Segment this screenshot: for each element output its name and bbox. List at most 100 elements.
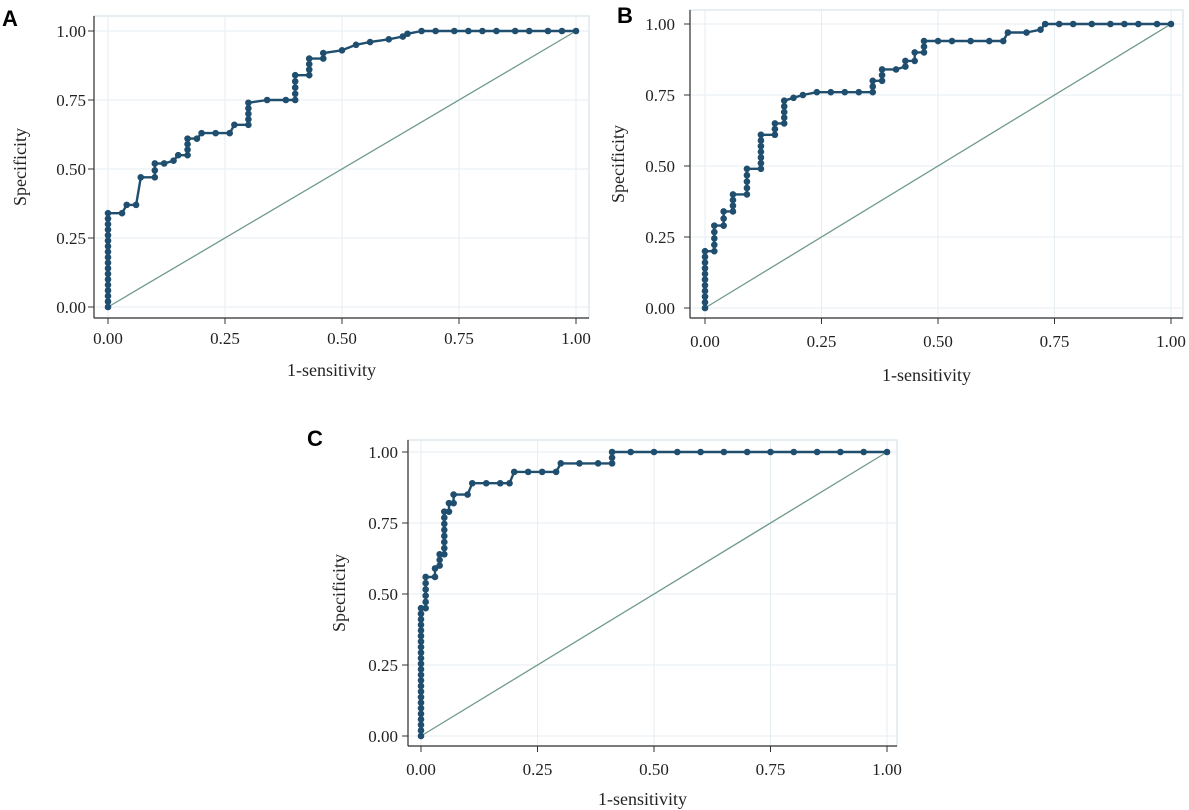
- roc-point-b: [701, 281, 709, 289]
- roc-point-a: [104, 226, 112, 234]
- roc-point-a: [193, 135, 201, 142]
- reference-line-a: [107, 30, 577, 308]
- roc-point-c: [441, 538, 448, 546]
- y-tick-label-a: 0.75: [56, 91, 86, 110]
- y-tick-label-c: 0.75: [368, 514, 398, 533]
- roc-point-a: [104, 270, 112, 278]
- roc-point-c: [417, 716, 425, 723]
- roc-point-b: [1023, 29, 1030, 36]
- roc-point-c: [468, 479, 476, 487]
- y-tick-label-b: 0.00: [645, 299, 675, 318]
- roc-point-b: [878, 71, 886, 79]
- roc-point-a: [525, 27, 533, 35]
- roc-point-b: [757, 142, 765, 150]
- roc-point-a: [104, 303, 112, 311]
- panel-letter-b: B: [617, 3, 633, 28]
- roc-point-c: [743, 448, 751, 456]
- roc-point-b: [855, 88, 863, 96]
- roc-point-c: [524, 468, 532, 476]
- roc-point-b: [711, 222, 718, 229]
- roc-point-b: [701, 293, 709, 300]
- roc-point-b: [701, 270, 709, 278]
- roc-point-c: [450, 499, 457, 507]
- roc-point-b: [743, 184, 751, 192]
- roc-point-a: [465, 27, 472, 35]
- roc-point-a: [104, 254, 112, 261]
- roc-point-a: [151, 173, 159, 181]
- roc-point-a: [511, 27, 519, 35]
- roc-point-a: [263, 96, 271, 104]
- roc-point-c: [417, 627, 425, 634]
- roc-point-b: [711, 235, 718, 242]
- reference-line-c: [420, 451, 888, 737]
- panel-letter-a: A: [2, 6, 18, 31]
- roc-point-c: [883, 448, 891, 456]
- roc-point-a: [493, 27, 500, 35]
- x-tick-label-c: 0.25: [523, 760, 553, 779]
- roc-point-a: [184, 135, 191, 142]
- roc-point-c: [417, 704, 425, 712]
- roc-point-b: [701, 304, 709, 312]
- roc-point-c: [417, 621, 425, 629]
- roc-point-a: [282, 96, 290, 104]
- roc-point-c: [417, 688, 425, 695]
- roc-point-b: [720, 208, 727, 215]
- roc-point-b: [902, 57, 909, 65]
- roc-point-b: [1107, 20, 1114, 28]
- roc-point-c: [436, 550, 443, 558]
- roc-point-a: [160, 160, 168, 167]
- roc-point-c: [445, 499, 453, 507]
- roc-point-a: [104, 292, 112, 300]
- roc-point-c: [441, 526, 448, 534]
- roc-point-b: [841, 88, 849, 96]
- roc-point-c: [482, 479, 490, 487]
- y-axis-title-b: Specificity: [608, 125, 628, 203]
- x-tick-label-c: 0.00: [406, 760, 436, 779]
- roc-point-c: [608, 448, 616, 456]
- roc-point-c: [417, 710, 425, 718]
- roc-point-c: [422, 579, 429, 587]
- roc-point-c: [697, 448, 704, 456]
- y-tick-label-a: 1.00: [56, 22, 86, 41]
- roc-point-a: [291, 84, 299, 91]
- roc-point-c: [417, 638, 425, 645]
- roc-point-b: [711, 241, 718, 249]
- roc-point-b: [701, 247, 709, 255]
- roc-point-c: [417, 666, 425, 673]
- roc-point-c: [813, 448, 821, 456]
- roc-point-a: [212, 129, 219, 137]
- roc-point-c: [417, 721, 425, 729]
- roc-point-c: [450, 491, 457, 498]
- reference-line-b: [704, 23, 1172, 309]
- roc-point-c: [417, 671, 425, 679]
- roc-point-c: [552, 468, 560, 476]
- plot-frame-c: [407, 439, 898, 747]
- roc-point-b: [757, 148, 765, 156]
- roc-point-a: [305, 71, 313, 79]
- roc-point-c: [441, 544, 448, 552]
- roc-point-c: [417, 677, 425, 684]
- roc-point-a: [132, 201, 140, 209]
- roc-point-a: [151, 167, 159, 174]
- roc-point-c: [417, 604, 425, 612]
- roc-point-b: [813, 88, 821, 96]
- roc-point-a: [184, 140, 191, 148]
- roc-point-a: [231, 121, 238, 129]
- roc-point-b: [1167, 20, 1175, 28]
- y-tick-label-c: 0.00: [368, 727, 398, 746]
- roc-point-c: [441, 532, 448, 540]
- roc-point-b: [920, 43, 928, 51]
- roc-point-a: [404, 30, 411, 38]
- roc-point-b: [757, 159, 765, 167]
- roc-point-c: [422, 592, 429, 600]
- y-tick-label-a: 0.00: [56, 298, 86, 317]
- x-tick-label-c: 0.50: [639, 760, 669, 779]
- roc-point-a: [151, 160, 159, 167]
- roc-point-c: [422, 604, 429, 612]
- roc-point-b: [729, 191, 737, 198]
- roc-point-a: [104, 220, 112, 228]
- roc-point-c: [790, 448, 798, 456]
- roc-point-c: [445, 508, 453, 515]
- x-axis-title-a: 1-sensitivity: [287, 360, 376, 380]
